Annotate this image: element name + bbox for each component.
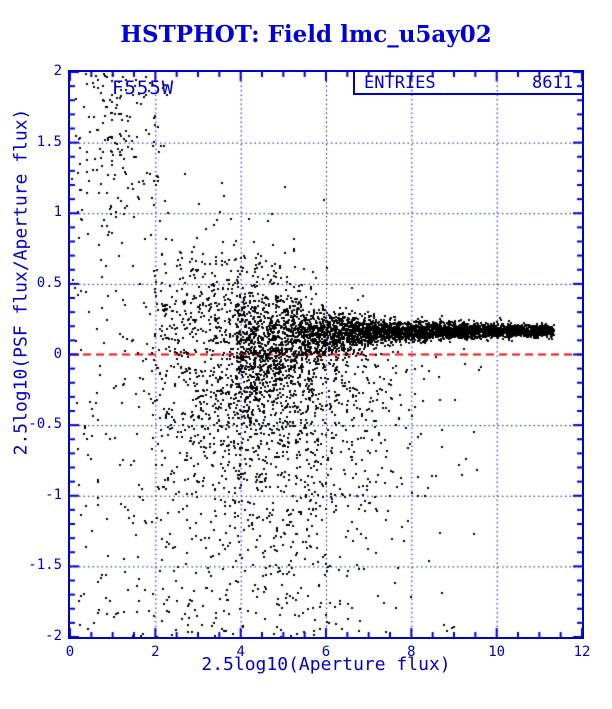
entries-value: 8611 [532,72,573,93]
x-tick-label: 2 [151,644,160,660]
y-tick-label: -0.5 [28,416,62,433]
entries-label: ENTRIES [364,72,436,93]
x-tick-label: 10 [488,644,506,660]
y-tick-label: 1 [53,204,62,221]
y-axis-tick-labels: 2 1.5 1 0.5 0 -0.5 -1 -1.5 -2 [0,0,62,709]
y-tick-label: 1.5 [36,133,62,150]
x-tick-label: 12 [573,644,591,660]
y-tick-label: 0 [53,345,62,362]
scatter-canvas [70,72,582,637]
y-tick-label: 0.5 [36,274,62,291]
x-tick-label: 4 [236,644,245,660]
filter-label: F555W [112,77,175,99]
y-tick-label: -2 [45,628,62,644]
x-axis-tick-labels: 0 2 4 6 8 10 12 [66,640,591,660]
x-tick-label: 6 [321,644,331,660]
y-tick-label: 2 [53,63,62,79]
entries-stats-box: ENTRIES 8611 [353,70,584,95]
y-tick-label: -1.5 [28,557,62,574]
y-axis-label: 2.5log10(PSF flux/Aperture flux) [10,108,32,456]
plot-frame: F555W ENTRIES 8611 [68,70,584,639]
y-tick-label: -1 [45,486,62,503]
x-tick-label: 0 [65,644,75,660]
x-tick-label: 8 [407,644,416,660]
page-title: HSTPHOT: Field lmc_u5ay02 [120,21,492,48]
x-axis-label: 2.5log10(Aperture flux) [201,654,451,675]
